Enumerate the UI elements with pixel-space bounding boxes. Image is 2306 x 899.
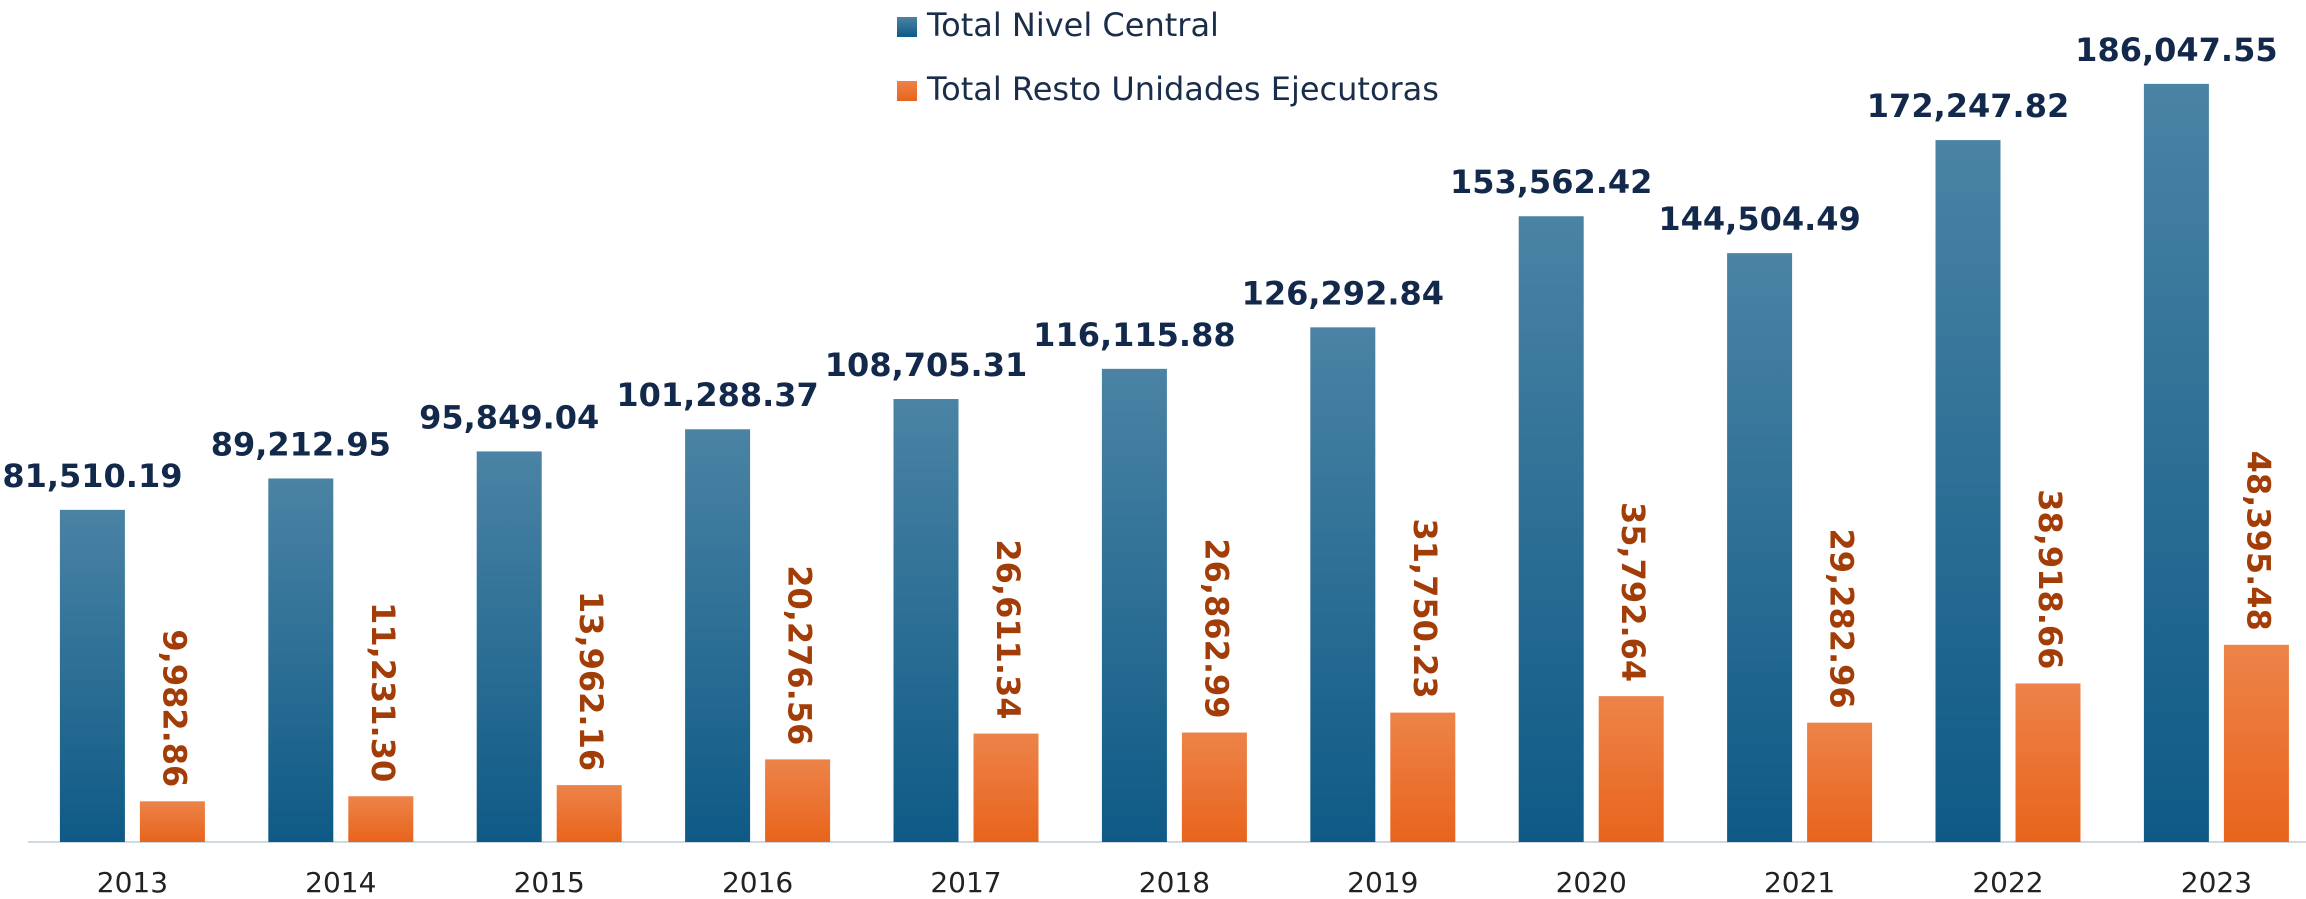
data-label: 81,510.19 bbox=[2, 457, 182, 495]
data-label: 13,962.16 bbox=[572, 591, 610, 771]
bar bbox=[973, 733, 1039, 842]
bar bbox=[348, 796, 414, 842]
data-label: 172,247.82 bbox=[1867, 87, 2069, 125]
x-tick-label: 2014 bbox=[305, 866, 376, 899]
bar bbox=[1310, 327, 1376, 842]
bar bbox=[59, 509, 125, 842]
data-label: 186,047.55 bbox=[2075, 31, 2277, 69]
x-tick-label: 2021 bbox=[1764, 866, 1835, 899]
data-label: 101,288.37 bbox=[616, 376, 818, 414]
data-label: 26,862.99 bbox=[1197, 538, 1235, 718]
legend-swatch bbox=[897, 81, 917, 101]
bar bbox=[765, 759, 831, 842]
data-label: 153,562.42 bbox=[1450, 163, 1652, 201]
bar bbox=[1727, 253, 1793, 842]
bar bbox=[1598, 696, 1664, 842]
data-label: 35,792.64 bbox=[1614, 502, 1652, 682]
legend-label: Total Nivel Central bbox=[926, 6, 1219, 44]
x-tick-label: 2018 bbox=[1139, 866, 1210, 899]
bar bbox=[1181, 732, 1247, 842]
data-label: 95,849.04 bbox=[419, 398, 599, 436]
data-label: 116,115.88 bbox=[1033, 316, 1235, 354]
data-label: 144,504.49 bbox=[1658, 200, 1860, 238]
data-label: 126,292.84 bbox=[1242, 274, 1444, 312]
x-tick-label: 2015 bbox=[514, 866, 585, 899]
bar bbox=[1935, 140, 2001, 842]
bar bbox=[268, 478, 334, 842]
bar bbox=[2015, 683, 2081, 842]
data-label: 26,611.34 bbox=[989, 539, 1027, 719]
x-tick-label: 2013 bbox=[97, 866, 168, 899]
bar bbox=[556, 785, 622, 842]
data-label: 48,395.48 bbox=[2239, 451, 2277, 631]
bar bbox=[2143, 83, 2209, 843]
data-label: 9,982.86 bbox=[155, 629, 193, 787]
data-label: 89,212.95 bbox=[211, 425, 391, 463]
data-label: 38,918.66 bbox=[2031, 489, 2069, 669]
x-tick-label: 2016 bbox=[722, 866, 793, 899]
bar bbox=[1101, 368, 1167, 842]
bar bbox=[139, 801, 205, 842]
data-label: 11,231.30 bbox=[364, 602, 402, 782]
bar bbox=[685, 429, 751, 842]
x-tick-label: 2020 bbox=[1556, 866, 1627, 899]
data-label: 108,705.31 bbox=[825, 346, 1027, 384]
x-tick-label: 2022 bbox=[1972, 866, 2043, 899]
legend-label: Total Resto Unidades Ejecutoras bbox=[926, 70, 1439, 108]
bar bbox=[893, 399, 959, 842]
data-label: 29,282.96 bbox=[1823, 529, 1861, 709]
x-tick-label: 2017 bbox=[930, 866, 1001, 899]
x-tick-label: 2023 bbox=[2181, 866, 2252, 899]
legend-swatch bbox=[897, 17, 917, 37]
data-label: 20,276.56 bbox=[781, 565, 819, 745]
bar bbox=[476, 451, 542, 842]
data-label: 31,750.23 bbox=[1406, 518, 1444, 698]
x-tick-label: 2019 bbox=[1347, 866, 1418, 899]
bar bbox=[2223, 644, 2289, 842]
bar bbox=[1518, 216, 1584, 842]
bar bbox=[1390, 712, 1456, 842]
bar bbox=[1807, 722, 1873, 842]
